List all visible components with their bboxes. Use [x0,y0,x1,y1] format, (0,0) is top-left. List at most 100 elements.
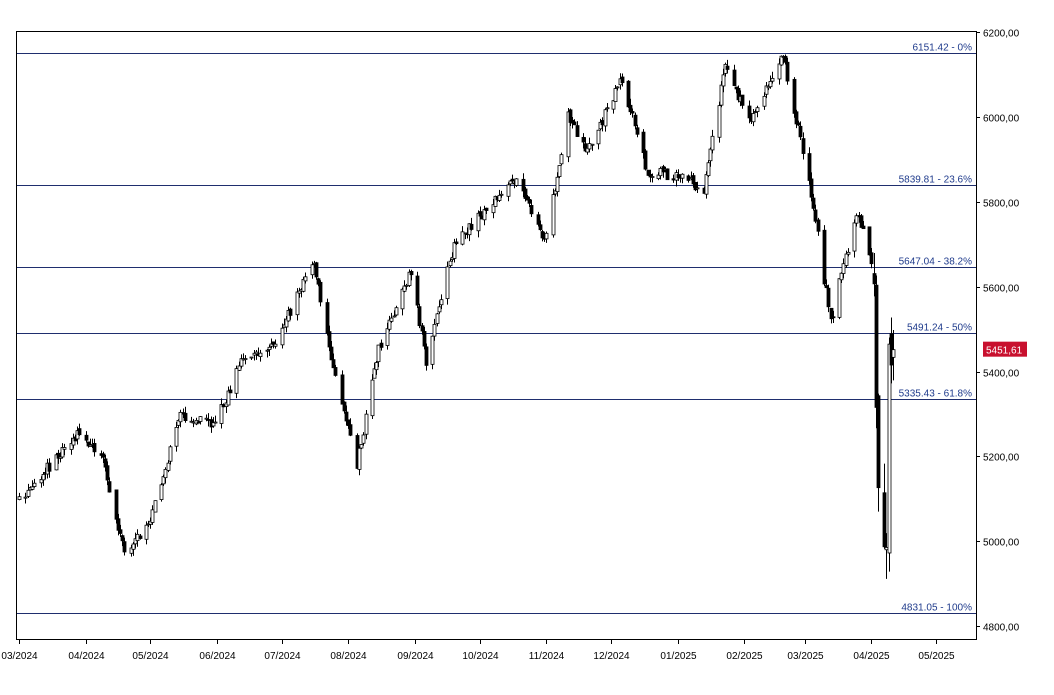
candle-up [234,368,239,394]
candle-down [105,465,110,481]
y-tick-label: 5000,00 [983,538,1020,549]
candle-up [460,231,465,245]
candle-down [331,359,336,369]
candle-up [506,184,511,197]
candle-up [437,306,442,313]
last-price-badge [983,341,1027,357]
candle-down [876,395,881,489]
candle-down [635,127,640,135]
candle-down [342,401,347,412]
candle-down [77,428,82,436]
candle-down [484,207,489,211]
candle-down [686,175,691,181]
candle-up [402,285,407,292]
candle-down [811,197,816,209]
x-tick-label: 01/2025 [660,651,697,662]
candle-up [168,446,173,462]
candle-down [641,131,646,154]
y-tick-label: 4800,00 [983,623,1020,634]
candle-up [174,427,179,447]
candle-down [288,308,293,316]
candle-up [23,496,28,499]
candle-down [785,61,790,82]
candle-down [575,125,580,137]
candle-down [822,229,827,285]
y-axis: 4800,00 5000,00 5200,00 5400,00 5600,00 5800,… [976,29,1020,634]
candle-up [303,276,308,282]
candle-down [417,306,422,327]
candle-up [135,533,140,542]
candle-down [813,209,818,222]
candle-up [717,105,722,138]
candle-up [301,278,306,292]
fib-level-label: 5839.81 - 23.6% [899,175,972,186]
candle-down [107,481,112,493]
candle-up [32,482,37,487]
candle-up [280,327,285,346]
candle-up [755,107,760,112]
candle-down [581,136,586,143]
candle-up [839,272,844,281]
candle-up [891,349,896,358]
candle-down [691,175,696,185]
x-tick-label: 09/2024 [397,651,434,662]
candle-up [432,323,437,337]
candle-up [611,100,616,110]
candle-down [47,462,52,472]
candle-down [409,271,414,276]
candle-up [237,365,242,371]
candle-down [196,421,201,424]
candle-up [615,86,620,89]
candle-up [198,416,203,422]
candle-up [497,194,502,201]
x-tick-label: 11/2024 [529,651,565,662]
candle-down [116,518,121,531]
candle-down [510,178,515,182]
candle-up [680,173,685,179]
candle-up [389,317,394,322]
candle-down [333,367,338,376]
candle-up [394,307,399,316]
candle-down [867,226,872,256]
x-axis: 03/2024 04/2024 05/2024 06/2024 07/2024 08/20… [1,639,955,662]
plot-frame [16,31,977,640]
candle-up [404,284,409,287]
candle-down [798,125,803,138]
candle-up [144,524,149,540]
x-tick-label: 03/2025 [787,651,824,662]
candle-down [122,541,127,553]
candle-down [807,153,812,181]
candle-up [445,266,450,300]
candle-up [590,143,595,146]
x-tick-label: 03/2024 [1,651,38,662]
candle-down [796,122,801,126]
candle-up [131,543,136,550]
candle-down [874,284,879,408]
candle-up [841,263,846,274]
candle-up [439,299,444,306]
candle-down [348,424,353,436]
candle-up [357,447,362,470]
candle-up [596,129,601,145]
candle-up [566,111,571,158]
candle-up [191,421,196,424]
last-price-label: 5451,61 [986,346,1023,357]
candle-up [295,291,300,316]
candle-up [603,109,608,127]
x-tick-label: 12/2024 [593,651,630,662]
candle-up [243,358,248,360]
candle-up [559,154,564,165]
candle-up [704,174,709,195]
candle-up [476,212,481,232]
candle-up [374,362,379,371]
candle-down [725,65,730,70]
candle-up [768,80,773,88]
candle-up [17,496,22,500]
candle-down [340,374,345,405]
candle-up [400,288,405,310]
candle-up [150,509,155,523]
candle-up [284,318,289,328]
x-tick-label: 08/2024 [330,651,367,662]
candle-up [695,187,700,190]
candle-down [327,331,332,348]
